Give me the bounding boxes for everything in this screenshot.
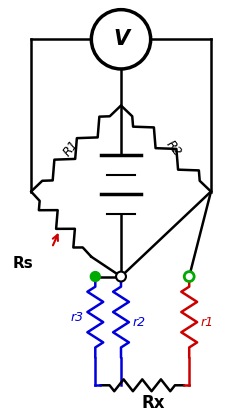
Circle shape bbox=[90, 272, 100, 282]
Circle shape bbox=[91, 10, 151, 69]
Text: V: V bbox=[113, 29, 129, 50]
Text: R1: R1 bbox=[60, 137, 81, 158]
Circle shape bbox=[184, 272, 194, 282]
Text: r1: r1 bbox=[200, 315, 213, 329]
Text: R2: R2 bbox=[163, 137, 184, 158]
Text: r3: r3 bbox=[71, 311, 84, 324]
Text: Rs: Rs bbox=[13, 256, 33, 271]
Text: r2: r2 bbox=[132, 315, 145, 329]
Circle shape bbox=[116, 272, 126, 282]
Text: Rx: Rx bbox=[142, 394, 165, 412]
